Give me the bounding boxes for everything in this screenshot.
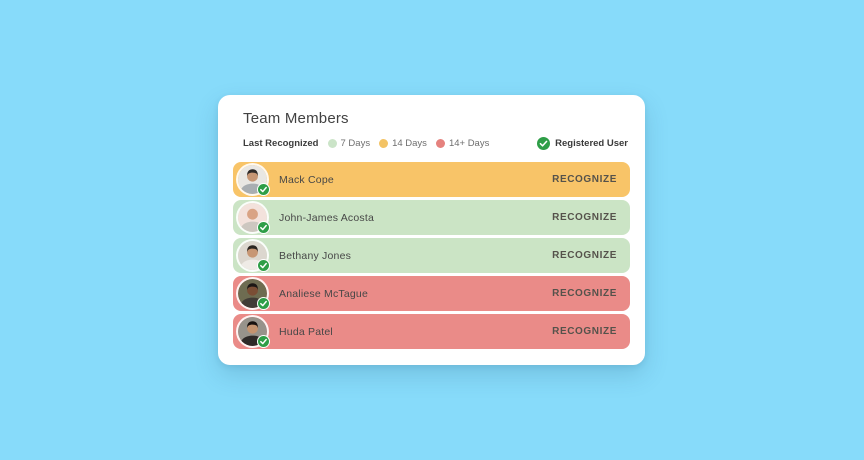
member-row: Huda Patel RECOGNIZE [233,314,630,349]
registered-check-icon [257,297,270,310]
avatar [238,165,270,196]
recognize-button[interactable]: RECOGNIZE [550,246,619,265]
legend-item: 14 Days [379,138,427,149]
recognize-button[interactable]: RECOGNIZE [550,322,619,341]
legend-item: 14+ Days [435,138,490,149]
registered-check-icon [257,335,270,348]
recognize-button[interactable]: RECOGNIZE [550,208,619,227]
legend-label: Last Recognized [243,138,319,149]
recognize-button[interactable]: RECOGNIZE [550,170,619,189]
recognize-button[interactable]: RECOGNIZE [550,284,619,303]
member-row: John-James Acosta RECOGNIZE [233,200,630,235]
member-name: Mack Cope [279,173,334,186]
legend-item: 7 Days [327,138,371,149]
legend-dot-7-days-icon [327,139,337,148]
legend-item-label: 7 Days [340,138,371,149]
member-row: Analiese McTague RECOGNIZE [233,276,630,311]
page-title: Team Members [243,110,349,127]
member-name: Huda Patel [279,325,333,338]
member-name: Analiese McTague [279,287,368,300]
avatar [238,241,270,272]
avatar [238,317,270,348]
member-name: John-James Acosta [279,211,375,224]
legend: Last Recognized 7 Days 14 Days 14+ Days … [243,137,628,150]
member-list: Mack Cope RECOGNIZE John-James Acosta RE… [233,162,630,349]
registered-check-icon [257,221,270,234]
registered-check-icon [257,259,270,272]
registered-user-label: Registered User [555,138,628,149]
check-circle-icon [537,137,551,150]
legend-item-label: 14+ Days [448,138,490,149]
member-name: Bethany Jones [279,249,352,262]
legend-dot-14-days-icon [379,139,389,148]
member-row: Mack Cope RECOGNIZE [233,162,630,197]
avatar [238,279,270,310]
legend-left: Last Recognized 7 Days 14 Days 14+ Days [243,138,489,149]
legend-item-label: 14 Days [392,138,427,149]
avatar [238,203,270,234]
registered-check-icon [257,183,270,196]
team-members-card: Team Members Last Recognized 7 Days 14 D… [218,95,645,365]
legend-items: 7 Days 14 Days 14+ Days [327,138,490,149]
member-row: Bethany Jones RECOGNIZE [233,238,630,273]
legend-dot-14-plus-days-icon [435,139,445,148]
registered-user-legend: Registered User [537,137,628,150]
